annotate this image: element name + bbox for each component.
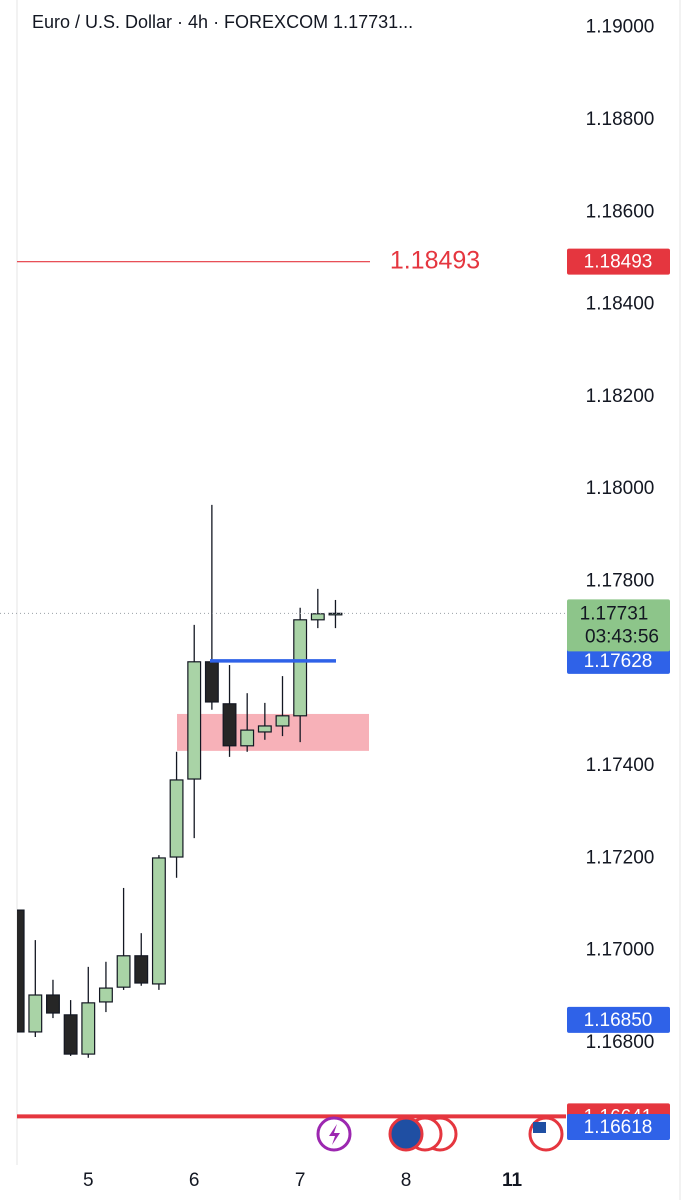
price-badge-label: 1.17628 bbox=[584, 651, 653, 672]
y-tick-label: 1.17200 bbox=[586, 847, 655, 868]
x-tick-label: 11 bbox=[502, 1170, 523, 1191]
candle-body bbox=[28, 994, 43, 1033]
flag-part bbox=[533, 1122, 546, 1133]
zone bbox=[177, 713, 369, 751]
last-price-badge bbox=[567, 599, 670, 652]
y-tick-label: 1.18400 bbox=[586, 294, 655, 315]
price-badge bbox=[567, 1114, 670, 1141]
y-tick-label: 1.18600 bbox=[586, 201, 655, 222]
candle-body bbox=[293, 619, 308, 717]
y-tick-label: 1.18800 bbox=[586, 109, 655, 130]
candle-body bbox=[275, 715, 290, 727]
y-tick-label: 1.17400 bbox=[586, 755, 655, 776]
candle-body bbox=[240, 729, 255, 747]
candle-body bbox=[169, 779, 184, 858]
candle-body bbox=[310, 613, 325, 621]
price-badge-label: 1.16618 bbox=[584, 1117, 653, 1138]
candle-body bbox=[98, 987, 113, 1003]
event-icon-glyph bbox=[329, 1124, 340, 1145]
countdown: 03:43:56 bbox=[585, 626, 659, 647]
price-badge bbox=[567, 248, 670, 275]
x-tick-label: 5 bbox=[83, 1170, 94, 1191]
y-tick-label: 1.16800 bbox=[586, 1032, 655, 1053]
candle-body bbox=[17, 909, 25, 1033]
x-tick-label: 6 bbox=[189, 1170, 200, 1191]
overlay: 1.19000 1.18800 1.18600 1.18400 1.18200 1.180… bbox=[0, 17, 670, 1191]
y-tick-label: 1.18200 bbox=[586, 386, 655, 407]
price-badge bbox=[567, 1006, 670, 1033]
candle-body bbox=[328, 612, 343, 616]
chart-title: Euro / U.S. Dollar · 4h · FOREXCOM 1.177… bbox=[32, 12, 413, 32]
x-tick-label: 8 bbox=[401, 1170, 412, 1191]
candle-body bbox=[63, 1014, 78, 1055]
candle-body bbox=[116, 955, 131, 988]
level-text: 1.18493 bbox=[390, 246, 480, 274]
candle-body bbox=[204, 661, 219, 703]
y-tick-label: 1.17800 bbox=[586, 571, 655, 592]
candle-body bbox=[46, 994, 60, 1014]
price-badge-label: 1.16850 bbox=[584, 1010, 653, 1031]
price-badge-label: 1.18493 bbox=[584, 252, 653, 273]
plot-area bbox=[17, 504, 369, 1058]
candle-body bbox=[257, 725, 272, 733]
x-tick-label: 7 bbox=[295, 1170, 306, 1191]
candle-body bbox=[81, 1002, 96, 1055]
event-icons bbox=[316, 1116, 564, 1152]
last-price-label: 1.17731 bbox=[580, 603, 649, 624]
event-icon[interactable] bbox=[388, 1116, 424, 1152]
candle-body bbox=[222, 703, 237, 747]
y-tick-label: 1.17000 bbox=[586, 940, 655, 961]
y-tick-label: 1.19000 bbox=[586, 17, 655, 38]
price-badge bbox=[567, 647, 670, 674]
y-tick-label: 1.18000 bbox=[586, 478, 655, 499]
candle-body bbox=[187, 661, 202, 780]
candle-body bbox=[151, 857, 166, 985]
candle-body bbox=[134, 955, 149, 984]
